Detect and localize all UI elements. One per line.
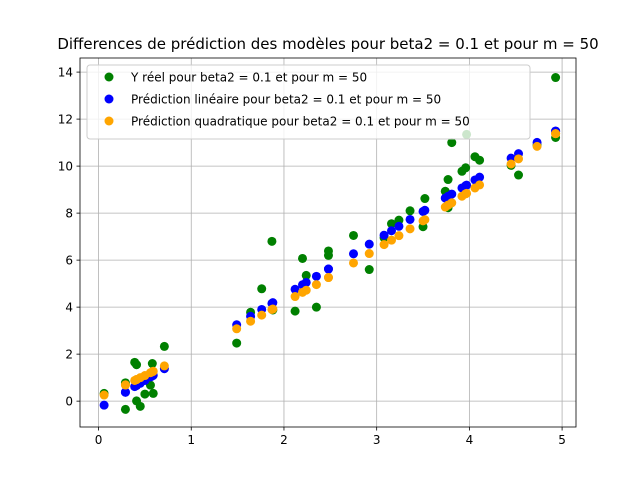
y-tick-label: 6 <box>65 254 73 268</box>
x-tick-label: 4 <box>466 433 474 447</box>
data-point <box>311 271 321 281</box>
data-point <box>387 235 397 245</box>
x-tick-label: 0 <box>95 433 103 447</box>
points-layer <box>99 73 561 414</box>
data-point <box>462 180 472 190</box>
data-point <box>379 230 389 240</box>
data-point <box>268 298 278 308</box>
data-point <box>348 258 358 268</box>
data-point <box>364 249 374 259</box>
data-point <box>443 175 453 185</box>
data-point <box>348 230 358 240</box>
data-point <box>364 265 374 275</box>
x-tick-label: 3 <box>373 433 381 447</box>
y-tick-label: 12 <box>58 113 73 127</box>
chart-title: Differences de prédiction des modèles po… <box>57 35 598 53</box>
data-point <box>364 239 374 249</box>
series-3-points <box>99 129 561 400</box>
data-point <box>462 188 472 198</box>
legend-marker <box>104 116 114 126</box>
y-tick-label: 4 <box>65 301 73 315</box>
data-point <box>132 360 142 370</box>
data-point <box>475 155 485 165</box>
x-tick-label: 2 <box>280 433 288 447</box>
data-point <box>135 401 145 411</box>
data-point <box>323 273 333 283</box>
data-point <box>379 240 389 250</box>
data-point <box>298 253 308 263</box>
data-point <box>290 306 300 316</box>
data-point <box>257 310 267 320</box>
legend-label: Prédiction quadratique pour beta2 = 0.1 … <box>131 115 470 129</box>
data-point <box>257 284 267 294</box>
data-point <box>475 180 485 190</box>
y-tick-label: 14 <box>58 66 73 80</box>
data-point <box>140 389 150 399</box>
data-point <box>301 270 311 280</box>
data-point <box>551 129 561 139</box>
x-tick-label: 1 <box>187 433 195 447</box>
data-point <box>420 205 430 215</box>
y-tick-label: 2 <box>65 348 73 362</box>
data-point <box>290 284 300 294</box>
data-point <box>514 170 524 180</box>
data-point <box>301 277 311 287</box>
data-point <box>120 404 130 414</box>
data-point <box>323 264 333 274</box>
data-point <box>159 341 169 351</box>
legend-marker <box>104 72 114 82</box>
data-point <box>394 221 404 231</box>
data-point <box>246 316 256 326</box>
data-point <box>232 338 242 348</box>
legend-label: Y réel pour beta2 = 0.1 et pour m = 50 <box>130 71 367 85</box>
data-point <box>159 361 169 371</box>
data-point <box>323 250 333 260</box>
legend: Y réel pour beta2 = 0.1 et pour m = 50 Pr… <box>86 64 531 140</box>
data-point <box>148 366 158 376</box>
data-point <box>506 159 516 169</box>
legend-box <box>86 64 531 140</box>
data-point <box>405 206 415 216</box>
data-point <box>447 198 457 208</box>
data-point <box>268 304 278 314</box>
data-point <box>120 387 130 397</box>
data-point <box>311 302 321 312</box>
data-point <box>447 138 457 148</box>
data-point <box>387 226 397 236</box>
data-point <box>387 219 397 229</box>
y-tick-label: 0 <box>65 395 73 409</box>
y-tick-label: 10 <box>58 160 73 174</box>
legend-marker <box>104 94 114 104</box>
data-point <box>405 224 415 234</box>
data-point <box>405 214 415 224</box>
data-point <box>120 380 130 390</box>
data-point <box>348 249 358 259</box>
data-point <box>394 231 404 241</box>
data-point <box>148 388 158 398</box>
data-point <box>420 215 430 225</box>
x-tick-label: 5 <box>558 433 566 447</box>
data-point <box>301 285 311 295</box>
data-point <box>290 292 300 302</box>
y-tick-label: 8 <box>65 207 73 221</box>
data-point <box>420 194 430 204</box>
data-point <box>99 390 109 400</box>
data-point <box>99 400 109 410</box>
plot-frame <box>79 57 577 428</box>
data-point <box>447 189 457 199</box>
legend-label: Prédiction linéaire pour beta2 = 0.1 et … <box>131 93 441 107</box>
data-point <box>461 163 471 173</box>
data-point <box>232 324 242 334</box>
data-point <box>532 141 542 151</box>
data-point <box>551 73 561 83</box>
data-point <box>475 172 485 182</box>
data-point <box>147 359 157 369</box>
data-point <box>267 236 277 246</box>
data-point <box>311 280 321 290</box>
data-point <box>514 154 524 164</box>
